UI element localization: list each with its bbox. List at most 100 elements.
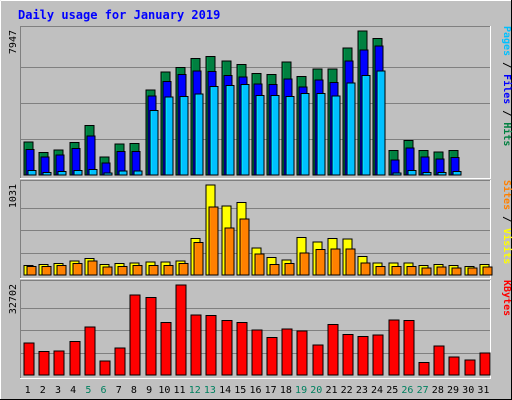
x-tick-label: 31 xyxy=(477,385,489,396)
right-legend-visits: Sites / Visits xyxy=(501,180,512,264)
bar-pages xyxy=(437,171,447,176)
chart-title: Daily usage for January 2019 xyxy=(18,8,220,22)
legend-separator: / xyxy=(501,210,512,228)
bar-pages xyxy=(164,96,174,176)
bar-pages xyxy=(300,93,310,176)
bar-sites xyxy=(163,264,174,276)
bar-kbytes xyxy=(479,352,491,376)
bar-sites xyxy=(41,265,52,276)
y-max-label: 1031 xyxy=(8,184,19,208)
x-tick-label: 7 xyxy=(116,385,122,396)
bar-sites xyxy=(254,253,265,276)
bar-pages xyxy=(118,170,128,176)
bar-pages xyxy=(452,170,462,176)
bar-pages xyxy=(42,171,52,176)
bar-pages xyxy=(194,93,204,176)
bar-sites xyxy=(193,242,204,276)
bar-sites xyxy=(239,218,250,276)
legend-entry-sites: Sites xyxy=(501,180,512,210)
bar-kbytes xyxy=(342,334,354,376)
bar-kbytes xyxy=(129,294,141,376)
bar-kbytes xyxy=(464,359,476,376)
bar-sites xyxy=(208,206,219,276)
bar-kbytes xyxy=(145,296,157,376)
bar-sites xyxy=(117,265,128,276)
bar-pages xyxy=(179,96,189,176)
bar-pages xyxy=(73,170,83,176)
right-legend-kbytes: KBytes xyxy=(501,280,512,316)
x-tick-label: 4 xyxy=(70,385,76,396)
x-tick-label: 5 xyxy=(85,385,91,396)
bar-kbytes xyxy=(296,330,308,376)
bar-sites xyxy=(315,249,326,276)
bar-pages xyxy=(376,70,386,176)
x-tick-label: 23 xyxy=(356,385,368,396)
bar-kbytes xyxy=(236,321,248,376)
bar-kbytes xyxy=(114,347,126,376)
bar-pages xyxy=(88,169,98,176)
bar-pages xyxy=(149,110,159,176)
bar-sites xyxy=(345,248,356,276)
bar-kbytes xyxy=(418,361,430,376)
bar-sites xyxy=(72,263,83,276)
bar-kbytes xyxy=(160,322,172,376)
panel-visits: 1031 Sites / Visits xyxy=(8,180,512,279)
bar-sites xyxy=(102,266,113,276)
bar-sites xyxy=(26,265,37,276)
bar-sites xyxy=(421,267,432,276)
bar-pages xyxy=(27,169,37,176)
bar-kbytes xyxy=(99,360,111,376)
bar-sites xyxy=(482,266,493,276)
legend-entry-pages: Pages xyxy=(501,26,512,56)
x-tick-label: 11 xyxy=(174,385,186,396)
x-tick-label: 21 xyxy=(325,385,337,396)
bar-kbytes xyxy=(403,320,415,376)
bar-kbytes xyxy=(205,315,217,376)
right-legend-hits: Pages / Files / Hits xyxy=(501,26,512,146)
bar-pages xyxy=(285,96,295,176)
y-max-label: 32702 xyxy=(8,284,19,314)
bar-sites xyxy=(269,264,280,276)
bar-pages xyxy=(422,171,432,176)
bar-kbytes xyxy=(281,328,293,376)
bar-sites xyxy=(375,265,386,276)
bar-kbytes xyxy=(38,351,50,376)
bar-sites xyxy=(451,267,462,276)
bar-sites xyxy=(467,267,478,276)
bar-pages xyxy=(346,82,356,176)
bar-sites xyxy=(56,264,67,276)
panel-kbytes: 32702 KBytes xyxy=(8,280,512,379)
bar-sites xyxy=(436,266,447,276)
bar-sites xyxy=(224,227,235,276)
bar-kbytes xyxy=(433,345,445,376)
bar-kbytes xyxy=(251,329,263,376)
bar-pages xyxy=(407,169,417,176)
x-tick-label: 14 xyxy=(219,385,231,396)
x-tick-label: 3 xyxy=(55,385,61,396)
x-tick-label: 24 xyxy=(371,385,383,396)
x-tick-label: 12 xyxy=(189,385,201,396)
x-tick-label: 26 xyxy=(401,385,413,396)
x-tick-label: 29 xyxy=(447,385,459,396)
bar-pages xyxy=(209,86,219,176)
bar-kbytes xyxy=(266,337,278,376)
bar-pages xyxy=(392,172,402,176)
x-tick-label: 16 xyxy=(249,385,261,396)
x-tick-label: 20 xyxy=(310,385,322,396)
bar-sites xyxy=(178,263,189,276)
x-tick-label: 30 xyxy=(462,385,474,396)
legend-separator: / xyxy=(501,56,512,74)
x-tick-label: 8 xyxy=(131,385,137,396)
legend-separator: / xyxy=(501,104,512,122)
bar-pages xyxy=(361,74,371,176)
bar-kbytes xyxy=(175,284,187,376)
bar-pages xyxy=(255,94,265,176)
bar-sites xyxy=(330,248,341,276)
bar-kbytes xyxy=(84,326,96,376)
bar-kbytes xyxy=(221,320,233,376)
bar-pages xyxy=(133,170,143,176)
bar-kbytes xyxy=(357,335,369,376)
x-tick-label: 25 xyxy=(386,385,398,396)
